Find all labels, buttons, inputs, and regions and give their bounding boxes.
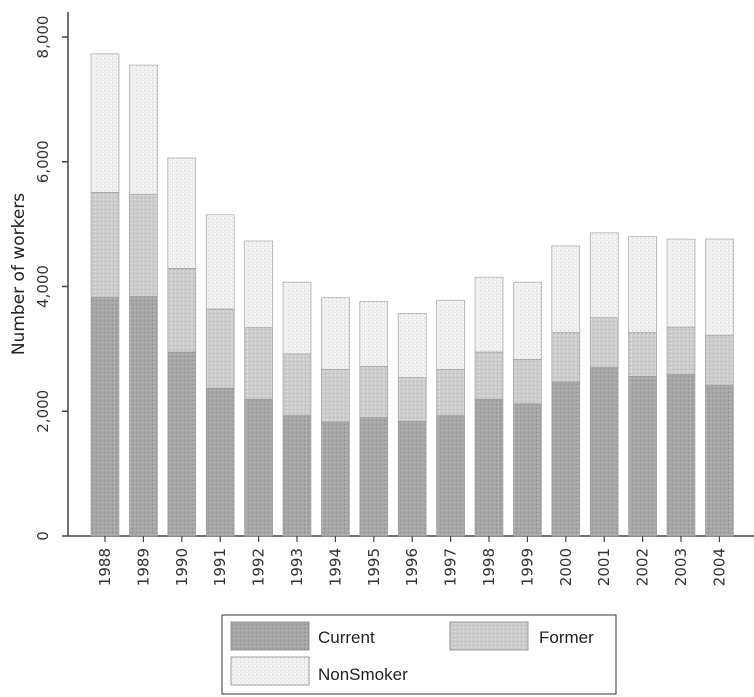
bar-former-2002: [628, 332, 657, 377]
bar-current-1994: [321, 421, 350, 537]
bar-former-1998: [474, 351, 504, 400]
bar-nonsmoker-1995: [359, 301, 389, 367]
bar-nonsmoker-2004: [705, 238, 734, 336]
legend-swatch-nonsmoker: [230, 656, 310, 686]
bar-current-2000: [551, 381, 581, 537]
bar-former-1993: [282, 353, 312, 416]
bar-nonsmoker-2003: [666, 238, 696, 328]
legend-swatch-current: [230, 621, 310, 651]
legend-label-nonsmoker: NonSmoker: [318, 665, 408, 684]
bar-nonsmoker-1991: [205, 214, 235, 310]
bar-former-2004: [705, 334, 734, 386]
x-axis-ticks: 1988 1989 1990 1991 1992 1993 1994 1995 1996 1997…: [96, 536, 728, 586]
legend-label-current: Current: [318, 628, 375, 647]
bar-current-1997: [436, 415, 465, 537]
bar-former-1990: [167, 268, 197, 353]
x-tick-label: 2003: [672, 548, 690, 586]
x-tick-label: 1999: [518, 548, 536, 586]
bar-nonsmoker-1992: [244, 240, 273, 328]
x-tick-label: 2001: [595, 548, 613, 586]
bar-nonsmoker-1997: [436, 299, 465, 370]
bar-former-2001: [589, 317, 619, 368]
bar-former-1992: [244, 327, 273, 400]
legend-label-former: Former: [539, 628, 594, 647]
bar-former-1991: [205, 308, 235, 389]
bar-nonsmoker-1993: [282, 281, 312, 355]
y-tick-label: 8,000: [34, 16, 52, 59]
x-tick-label: 1994: [326, 548, 344, 586]
bar-former-1988: [90, 192, 120, 298]
x-tick-label: 1992: [250, 548, 268, 586]
y-axis-title: Number of workers: [9, 193, 29, 355]
x-tick-label: 1996: [403, 548, 421, 586]
bars-group: [90, 53, 734, 537]
bar-current-1992: [244, 399, 273, 537]
bar-nonsmoker-2002: [628, 236, 657, 333]
x-tick-label: 1998: [480, 548, 498, 586]
legend-swatch-former: [449, 621, 529, 651]
bar-current-1995: [359, 417, 389, 537]
bar-nonsmoker-1988: [90, 53, 120, 193]
bar-former-1996: [397, 377, 427, 422]
bar-former-1999: [513, 359, 542, 405]
bar-current-2003: [666, 374, 696, 537]
bar-current-2004: [705, 384, 734, 537]
bar-former-2003: [666, 326, 696, 375]
x-tick-label: 1993: [288, 548, 306, 586]
y-tick-label: 6,000: [34, 140, 52, 183]
bar-former-1994: [321, 369, 350, 423]
x-tick-label: 2004: [710, 548, 728, 586]
x-tick-label: 1990: [173, 548, 191, 586]
legend: Current Former NonSmoker: [221, 614, 617, 695]
bar-nonsmoker-1989: [129, 64, 158, 195]
bar-current-1996: [397, 420, 427, 537]
bar-current-2001: [589, 367, 619, 537]
bar-nonsmoker-1999: [513, 281, 542, 360]
x-tick-label: 2000: [557, 548, 575, 586]
x-tick-label: 1995: [365, 548, 383, 586]
bar-current-1990: [167, 351, 197, 537]
bar-nonsmoker-1996: [397, 313, 427, 378]
bar-current-1999: [513, 403, 542, 537]
bar-current-1991: [205, 387, 235, 537]
bar-current-1998: [474, 399, 504, 537]
y-tick-label: 0: [34, 531, 52, 541]
x-tick-label: 2002: [634, 548, 652, 586]
y-tick-label: 2,000: [34, 390, 52, 433]
bar-nonsmoker-1998: [474, 276, 504, 353]
bar-nonsmoker-1990: [167, 157, 197, 269]
bar-nonsmoker-2001: [589, 232, 619, 318]
y-axis-ticks: 0 2,000 4,000 6,000 8,000: [34, 16, 68, 541]
x-tick-label: 1988: [96, 548, 114, 586]
bar-current-1988: [90, 296, 120, 537]
bar-former-1995: [359, 366, 389, 418]
bar-current-1989: [129, 296, 158, 537]
bar-former-1997: [436, 369, 465, 416]
bar-former-2000: [551, 332, 581, 383]
bar-current-2002: [628, 376, 657, 537]
bar-nonsmoker-2000: [551, 245, 581, 333]
x-tick-label: 1989: [134, 548, 152, 586]
bar-nonsmoker-1994: [321, 297, 350, 370]
x-tick-label: 1991: [211, 548, 229, 586]
y-tick-label: 4,000: [34, 265, 52, 308]
bar-former-1989: [129, 193, 158, 297]
x-tick-label: 1997: [442, 548, 460, 586]
bar-current-1993: [282, 415, 312, 537]
